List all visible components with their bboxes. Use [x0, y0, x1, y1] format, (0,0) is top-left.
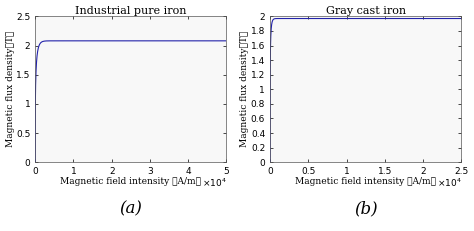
Y-axis label: Magnetic flux density（T）: Magnetic flux density（T） [6, 31, 15, 147]
Text: (a): (a) [119, 200, 142, 217]
Text: (b): (b) [354, 200, 377, 217]
Title: Gray cast iron: Gray cast iron [326, 6, 406, 15]
X-axis label: Magnetic field intensity （A/m）: Magnetic field intensity （A/m） [295, 177, 436, 186]
Title: Industrial pure iron: Industrial pure iron [75, 6, 187, 15]
X-axis label: Magnetic field intensity （A/m）: Magnetic field intensity （A/m） [60, 177, 201, 186]
Text: $\times 10^4$: $\times 10^4$ [202, 177, 227, 189]
Text: $\times 10^4$: $\times 10^4$ [437, 177, 461, 189]
Y-axis label: Magnetic flux density（T）: Magnetic flux density（T） [240, 31, 249, 147]
